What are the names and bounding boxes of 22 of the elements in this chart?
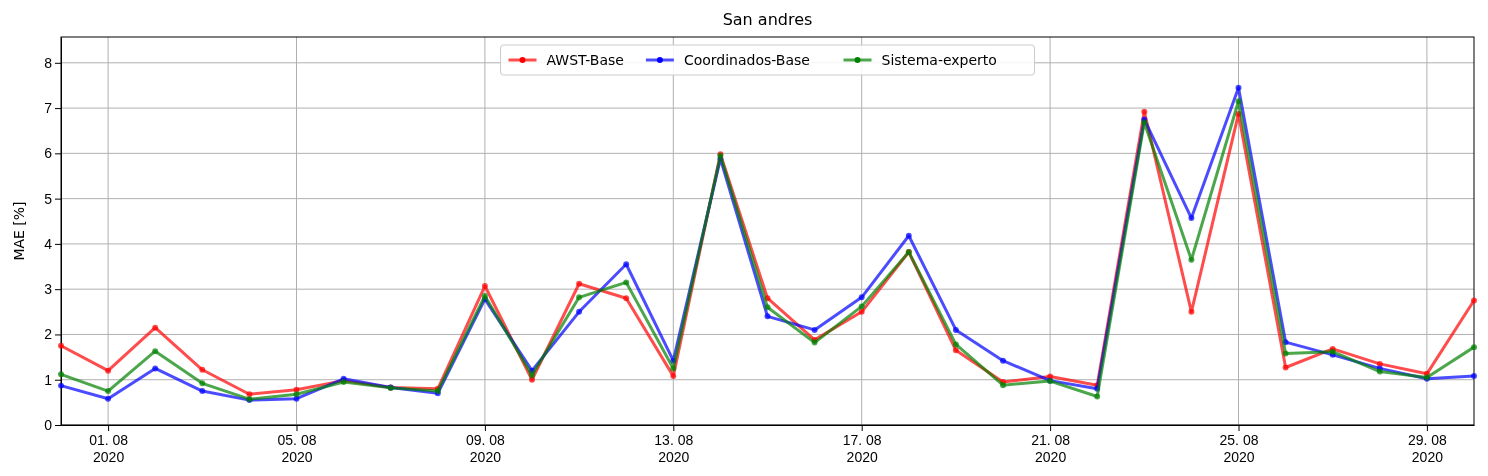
- y-tick-label: 6: [44, 145, 53, 162]
- chart-title: San andres: [722, 10, 813, 29]
- x-tick-label: 13. 08 2020: [654, 432, 694, 465]
- y-tick-label: 2: [44, 326, 53, 343]
- y-tick-label: 3: [44, 281, 53, 298]
- y-tick-label: 4: [44, 235, 53, 252]
- y-tick-label: 1: [44, 371, 53, 388]
- legend-label: Sistema-experto: [881, 52, 997, 68]
- x-tick-label: 21. 08 2020: [1031, 432, 1071, 465]
- x-tick-label: 05. 08 2020: [277, 432, 317, 465]
- x-tick-label: 09. 08 2020: [465, 432, 506, 465]
- x-tick-label: 17. 08 2020: [842, 432, 882, 465]
- y-tick-label: 5: [44, 190, 53, 207]
- legend-label: Coordinados-Base: [683, 52, 810, 68]
- y-tick-label: 8: [44, 54, 53, 71]
- x-tick-label: 01. 08 2020: [89, 432, 129, 465]
- x-tick-label: 29. 08 2020: [1407, 432, 1448, 465]
- x-tick-label: 25. 08 2020: [1219, 432, 1259, 465]
- y-tick-label: 0: [44, 416, 53, 433]
- y-axis-title: MAE [%]: [11, 201, 27, 261]
- legend-label: AWST-Base: [546, 52, 624, 68]
- y-tick-label: 7: [44, 100, 53, 117]
